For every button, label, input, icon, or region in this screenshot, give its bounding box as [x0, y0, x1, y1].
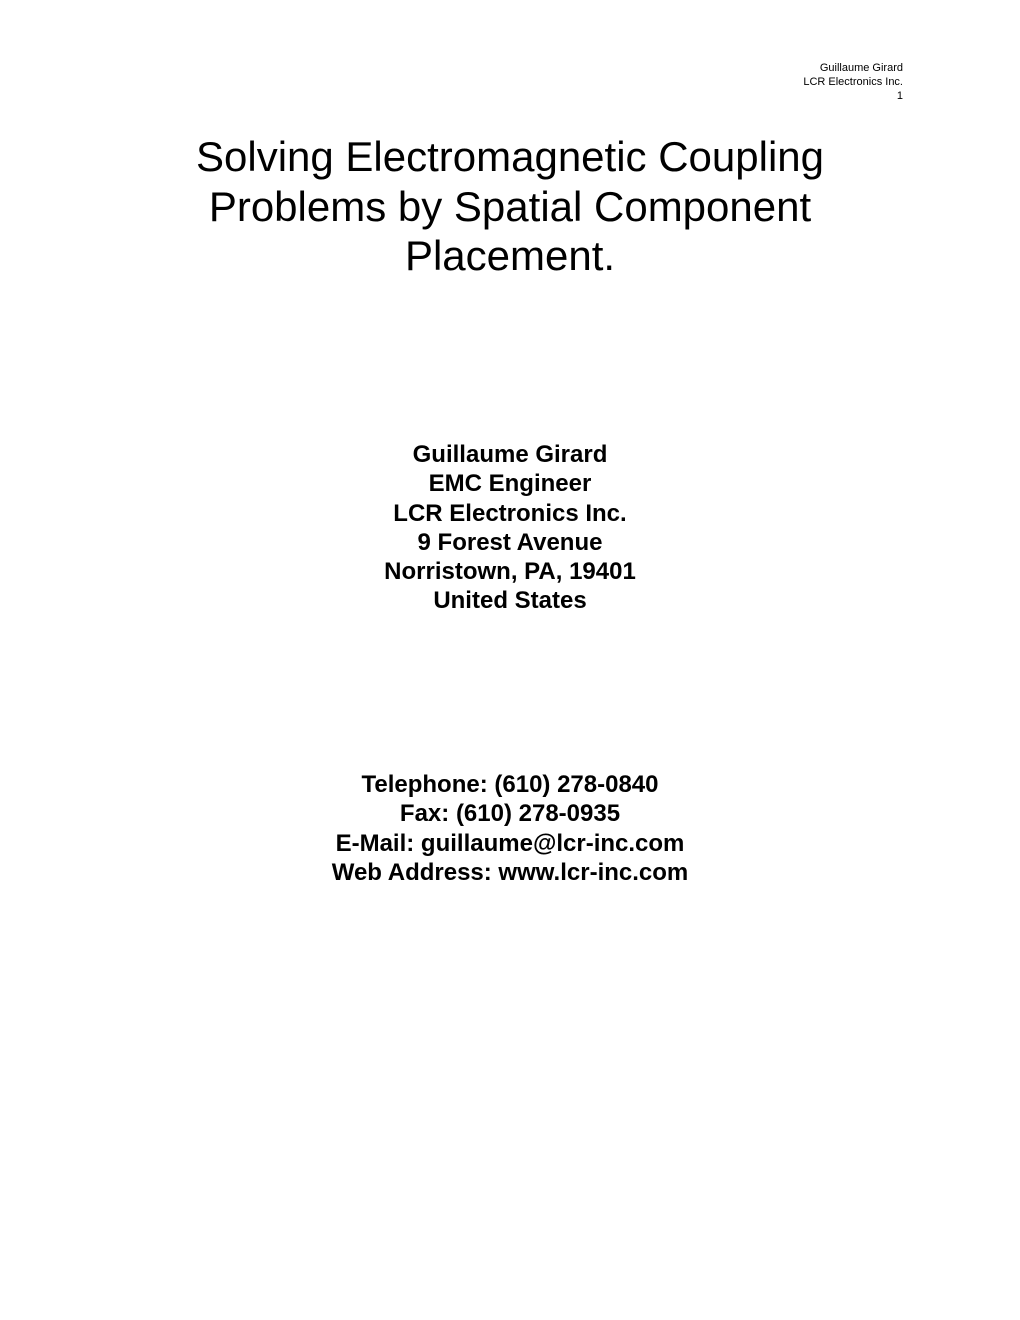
contact-fax: Fax: (610) 278-0935	[0, 799, 1020, 828]
page-header: Guillaume Girard LCR Electronics Inc. 1	[803, 62, 903, 103]
author-city: Norristown, PA, 19401	[0, 557, 1020, 586]
contact-telephone: Telephone: (610) 278-0840	[0, 770, 1020, 799]
header-page-number: 1	[803, 90, 903, 104]
author-company: LCR Electronics Inc.	[0, 499, 1020, 528]
title-line-3: Placement.	[100, 231, 920, 281]
author-info: Guillaume Girard EMC Engineer LCR Electr…	[0, 440, 1020, 616]
header-company: LCR Electronics Inc.	[803, 76, 903, 90]
header-author: Guillaume Girard	[803, 62, 903, 76]
contact-email: E-Mail: guillaume@lcr-inc.com	[0, 829, 1020, 858]
author-name: Guillaume Girard	[0, 440, 1020, 469]
contact-web: Web Address: www.lcr-inc.com	[0, 858, 1020, 887]
title-line-1: Solving Electromagnetic Coupling	[100, 132, 920, 182]
title-line-2: Problems by Spatial Component	[100, 182, 920, 232]
author-street: 9 Forest Avenue	[0, 528, 1020, 557]
document-title: Solving Electromagnetic Coupling Problem…	[0, 132, 1020, 281]
author-role: EMC Engineer	[0, 469, 1020, 498]
contact-info: Telephone: (610) 278-0840 Fax: (610) 278…	[0, 770, 1020, 887]
author-country: United States	[0, 586, 1020, 615]
